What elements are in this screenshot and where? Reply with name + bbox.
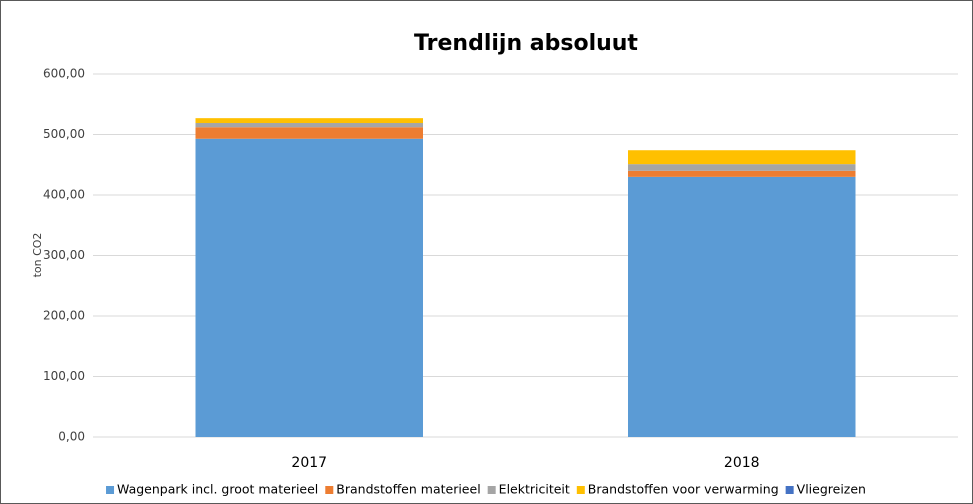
y-axis-label: ton CO2 [31, 233, 44, 278]
y-tick-label: 500,00 [43, 127, 85, 141]
legend-swatch [325, 486, 334, 494]
legend-label: Elektriciteit [499, 482, 570, 497]
bar-segment [628, 176, 856, 437]
legend-label: Wagenpark incl. groot materieel [117, 482, 318, 497]
bar-segment [195, 118, 423, 124]
y-tick-label: 200,00 [43, 309, 85, 323]
bar-segment [195, 138, 423, 438]
x-tick-label: 2017 [291, 455, 327, 471]
bar-segment [195, 123, 423, 128]
bar-segment [628, 150, 856, 165]
legend-swatch [785, 486, 794, 494]
bar-segment [628, 164, 856, 171]
legend-label: Brandstoffen voor verwarming [588, 482, 779, 497]
y-tick-label: 100,00 [43, 369, 85, 383]
legend-label: Vliegreizen [797, 482, 866, 497]
legend-swatch [487, 486, 496, 494]
chart-title: Trendlijn absoluut [414, 31, 638, 56]
bar-segment [195, 127, 423, 139]
legend-label: Brandstoffen materieel [336, 482, 480, 497]
y-tick-label: 400,00 [43, 188, 85, 202]
y-tick-label: 0,00 [58, 430, 85, 444]
legend-swatch [106, 486, 115, 494]
x-tick-label: 2018 [724, 455, 760, 471]
y-tick-label: 600,00 [43, 67, 85, 81]
bar-segment [628, 170, 856, 177]
legend-swatch [576, 486, 585, 494]
y-tick-label: 300,00 [43, 248, 85, 262]
